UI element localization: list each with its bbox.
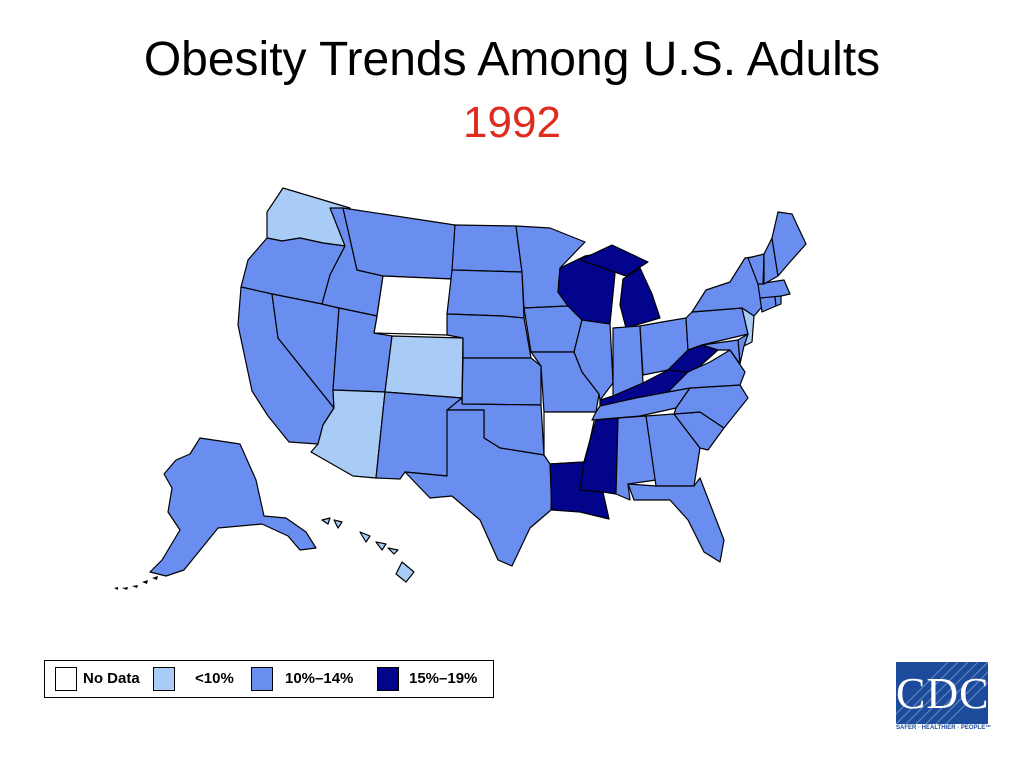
state-WY bbox=[373, 275, 453, 336]
state-MT bbox=[342, 207, 456, 280]
state-MI bbox=[579, 244, 661, 329]
state-CO bbox=[384, 335, 464, 399]
cdc-logo-box: CDC bbox=[896, 662, 988, 724]
state-NJ bbox=[741, 307, 755, 347]
legend-swatch-no-data bbox=[55, 667, 77, 691]
legend-swatch-15-19 bbox=[377, 667, 399, 691]
state-AK bbox=[149, 437, 317, 577]
cdc-tagline: SAFER · HEALTHIER · PEOPLE™ bbox=[896, 725, 992, 731]
state-CT bbox=[759, 295, 777, 313]
state-ND bbox=[451, 224, 523, 273]
state-GA bbox=[645, 413, 701, 487]
state-MS bbox=[579, 417, 619, 495]
state-SD bbox=[446, 269, 525, 319]
legend-label-no-data: No Data bbox=[83, 670, 140, 687]
state-HI bbox=[321, 517, 415, 583]
state-ME bbox=[771, 211, 807, 277]
state-RI bbox=[774, 295, 782, 307]
legend-swatch-lt10 bbox=[153, 667, 175, 691]
state-IL bbox=[573, 319, 614, 401]
legend-label-10-14: 10%–14% bbox=[285, 670, 354, 687]
cdc-logo: CDC SAFER · HEALTHIER · PEOPLE™ bbox=[896, 662, 992, 732]
legend-label-lt10: <10% bbox=[195, 670, 234, 687]
state-KS bbox=[461, 357, 542, 406]
map-title: Obesity Trends Among U.S. Adults bbox=[143, 33, 881, 86]
legend-label-15-19: 15%–19% bbox=[409, 670, 478, 687]
state-MA bbox=[757, 279, 791, 299]
state-FL bbox=[627, 477, 725, 563]
legend-swatch-10-14 bbox=[251, 667, 273, 691]
map-legend: No Data <10% 10%–14% 15%–19% bbox=[44, 660, 494, 698]
aleutian-islands bbox=[114, 576, 158, 590]
state-TX bbox=[404, 409, 553, 567]
state-MD bbox=[701, 339, 741, 365]
map-year: 1992 bbox=[463, 98, 561, 147]
cdc-logo-text: CDC bbox=[896, 669, 988, 718]
state-VT bbox=[747, 253, 765, 285]
state-IA bbox=[523, 305, 583, 353]
